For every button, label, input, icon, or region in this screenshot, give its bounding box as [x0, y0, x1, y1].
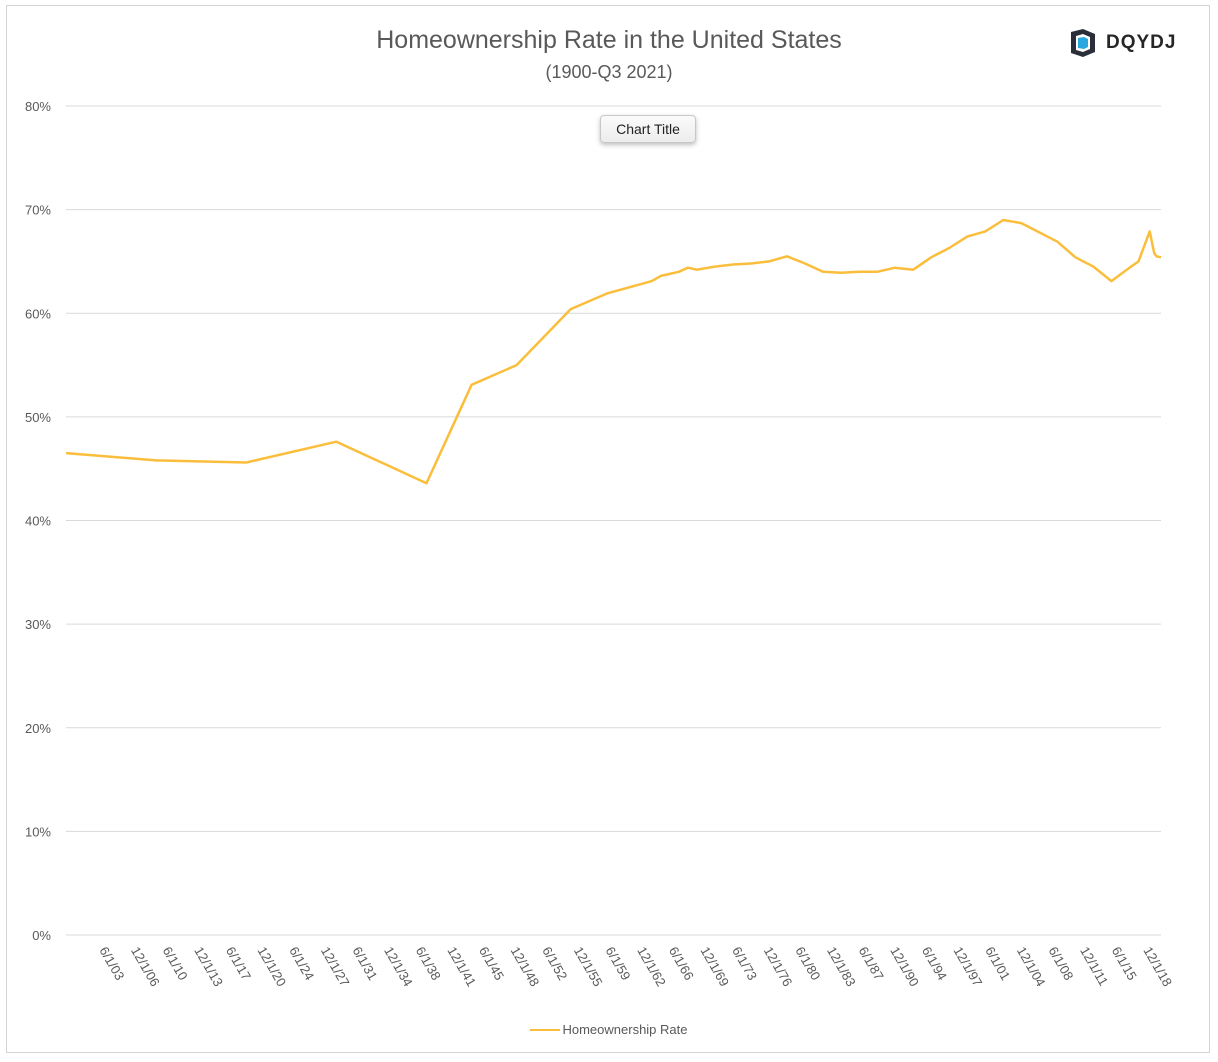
chart-frame: [6, 5, 1210, 1053]
x-tick-label: 6/1/87: [856, 944, 887, 983]
x-tick-label: 6/1/38: [413, 944, 444, 983]
legend-swatch: [530, 1028, 561, 1031]
x-tick-label: 12/1/13: [191, 944, 226, 989]
x-tick-label: 6/1/24: [286, 944, 317, 983]
x-tick-label: 12/1/62: [634, 944, 669, 989]
y-tick-label: 50%: [25, 410, 51, 425]
y-tick-label: 80%: [25, 99, 51, 114]
y-tick-label: 0%: [32, 928, 51, 943]
y-tick-label: 20%: [25, 721, 51, 736]
y-tick-label: 30%: [25, 617, 51, 632]
x-tick-label: 6/1/10: [160, 944, 191, 983]
x-tick-label: 6/1/15: [1109, 944, 1140, 983]
logo: DQYDJ: [1068, 28, 1176, 58]
x-tick-label: 12/1/69: [697, 944, 732, 989]
x-tick-label: 12/1/27: [318, 944, 353, 989]
x-tick-label: 12/1/20: [255, 944, 290, 989]
x-tick-label: 12/1/97: [951, 944, 986, 989]
x-tick-label: 6/1/03: [96, 944, 127, 983]
x-tick-label: 12/1/83: [824, 944, 859, 989]
x-tick-label: 12/1/18: [1140, 944, 1175, 989]
x-tick-label: 6/1/59: [603, 944, 634, 983]
x-tick-label: 12/1/04: [1014, 944, 1049, 989]
x-tick-label: 6/1/94: [919, 944, 950, 983]
legend: Homeownership Rate: [0, 1022, 1218, 1037]
y-tick-label: 70%: [25, 203, 51, 218]
x-tick-label: 12/1/55: [571, 944, 606, 989]
x-tick-label: 6/1/80: [792, 944, 823, 983]
x-tick-label: 12/1/41: [444, 944, 479, 989]
series-line-0: [65, 218, 1162, 485]
legend-label: Homeownership Rate: [562, 1022, 688, 1037]
chart-title: Homeownership Rate in the United States: [376, 26, 842, 54]
x-tick-label: 6/1/52: [539, 944, 570, 983]
chart-subtitle: (1900-Q3 2021): [545, 62, 673, 82]
x-tick-label: 6/1/66: [666, 944, 697, 983]
x-tick-label: 6/1/73: [729, 944, 760, 983]
x-tick-label: 12/1/76: [761, 944, 796, 989]
x-tick-label: 12/1/48: [508, 944, 543, 989]
x-tick-label: 12/1/11: [1077, 944, 1111, 988]
x-tick-label: 12/1/06: [128, 944, 163, 989]
x-tick-label: 12/1/34: [381, 944, 416, 989]
y-tick-label: 10%: [25, 824, 51, 839]
x-tick-label: 6/1/01: [982, 944, 1013, 983]
logo-text: DQYDJ: [1106, 32, 1177, 53]
x-tick-label: 6/1/31: [349, 944, 380, 983]
x-tick-label: 6/1/45: [476, 944, 507, 983]
chart-title-button[interactable]: Chart Title: [600, 115, 696, 143]
x-tick-label: 6/1/08: [1045, 944, 1076, 983]
y-tick-label: 40%: [25, 514, 51, 529]
y-tick-label: 60%: [25, 306, 51, 321]
x-tick-label: 12/1/90: [887, 944, 922, 989]
dqydj-logo-icon: [1071, 29, 1095, 57]
x-tick-label: 6/1/17: [223, 944, 254, 983]
